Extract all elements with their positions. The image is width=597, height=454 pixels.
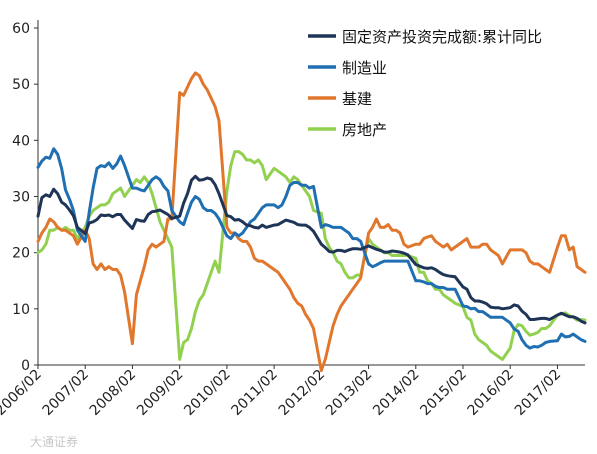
x-tick-label: 2013/02	[323, 367, 375, 419]
x-tick-label: 2009/02	[134, 367, 186, 419]
legend-label-1: 制造业	[342, 59, 387, 77]
x-tick-label: 2016/02	[465, 367, 517, 419]
legend-label-3: 房地产	[342, 121, 387, 139]
x-tick-label: 2007/02	[40, 367, 92, 419]
series-line-1	[36, 147, 587, 350]
x-tick-label: 2010/02	[181, 367, 233, 419]
y-tick-label: 40	[12, 133, 30, 149]
y-tick-label: 20	[12, 246, 30, 262]
y-tick-label: 50	[12, 77, 30, 93]
series-line-2	[36, 71, 587, 373]
y-tick-label: 10	[12, 302, 30, 318]
x-tick-label: 2017/02	[512, 367, 564, 419]
legend-label-0: 固定资产投资完成额:累计同比	[342, 28, 542, 46]
y-tick-label: 0	[21, 358, 30, 374]
y-tick-label: 60	[12, 21, 30, 37]
x-tick-label: 2012/02	[276, 367, 328, 419]
x-tick-label: 2015/02	[417, 367, 469, 419]
series-lines	[36, 71, 587, 373]
x-tick-label: 2006/02	[0, 367, 45, 419]
series-line-0	[36, 174, 587, 325]
x-tick-label: 2008/02	[87, 367, 139, 419]
series-line-3	[36, 150, 587, 361]
x-tick-label: 2011/02	[228, 367, 280, 419]
y-tick-label: 30	[12, 190, 30, 206]
watermark-text: 大通证券	[30, 434, 78, 449]
x-tick-label: 2014/02	[370, 367, 422, 419]
legend-label-2: 基建	[342, 90, 372, 108]
